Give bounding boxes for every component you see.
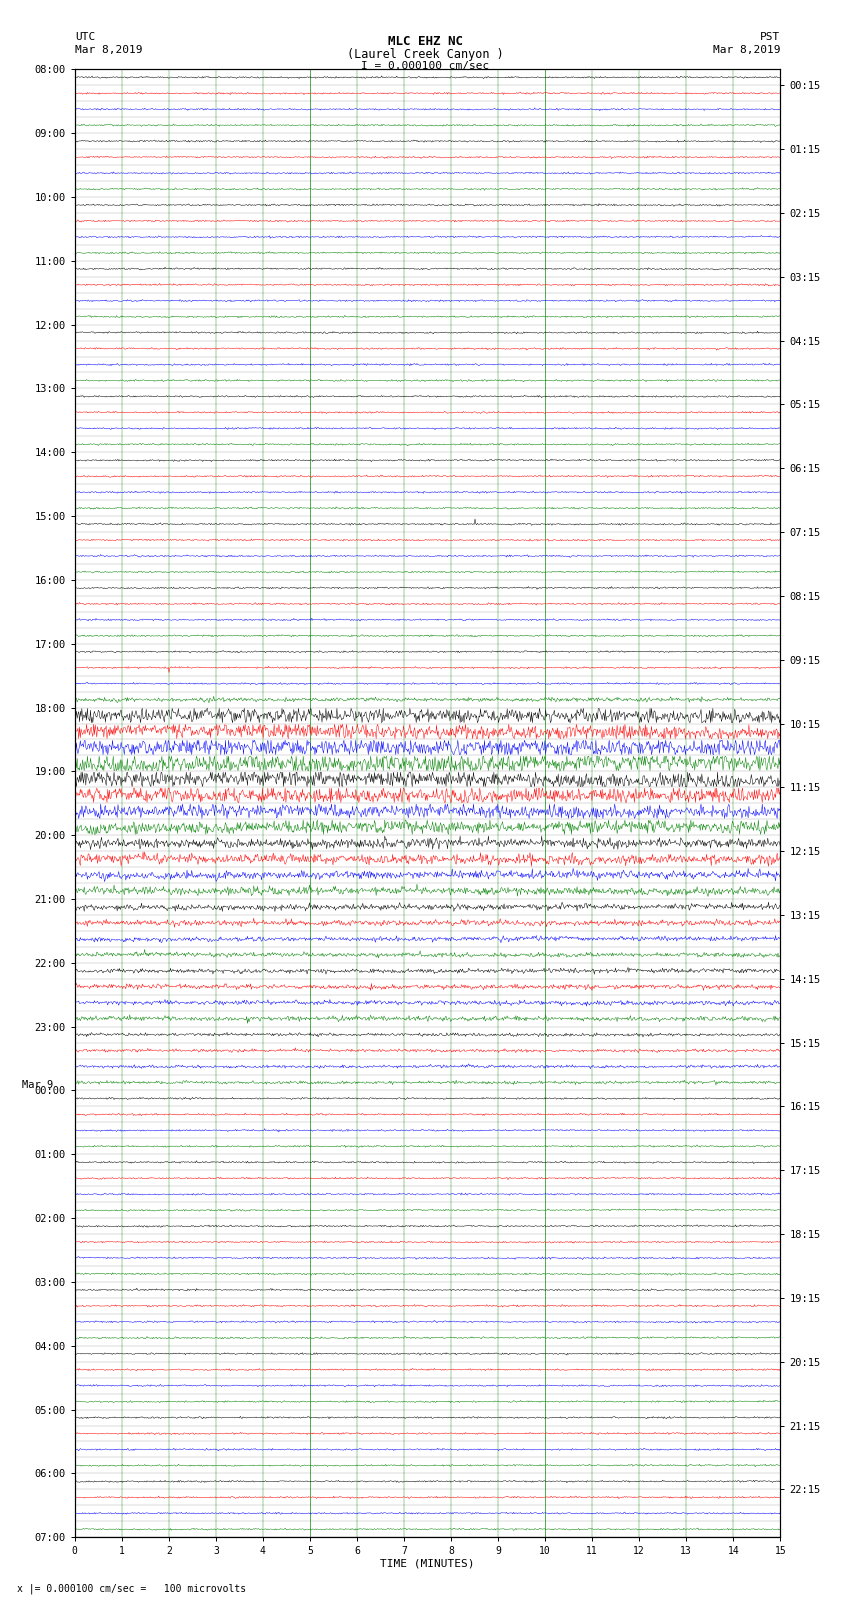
X-axis label: TIME (MINUTES): TIME (MINUTES) [380,1560,475,1569]
Text: Mar 8,2019: Mar 8,2019 [75,45,142,55]
Text: MLC EHZ NC: MLC EHZ NC [388,35,462,48]
Text: UTC: UTC [75,32,95,42]
Text: I = 0.000100 cm/sec: I = 0.000100 cm/sec [361,61,489,71]
Text: Mar 8,2019: Mar 8,2019 [713,45,780,55]
Text: Mar 9: Mar 9 [22,1081,54,1090]
Text: (Laurel Creek Canyon ): (Laurel Creek Canyon ) [347,48,503,61]
Text: PST: PST [760,32,780,42]
Text: x |= 0.000100 cm/sec =   100 microvolts: x |= 0.000100 cm/sec = 100 microvolts [17,1582,246,1594]
